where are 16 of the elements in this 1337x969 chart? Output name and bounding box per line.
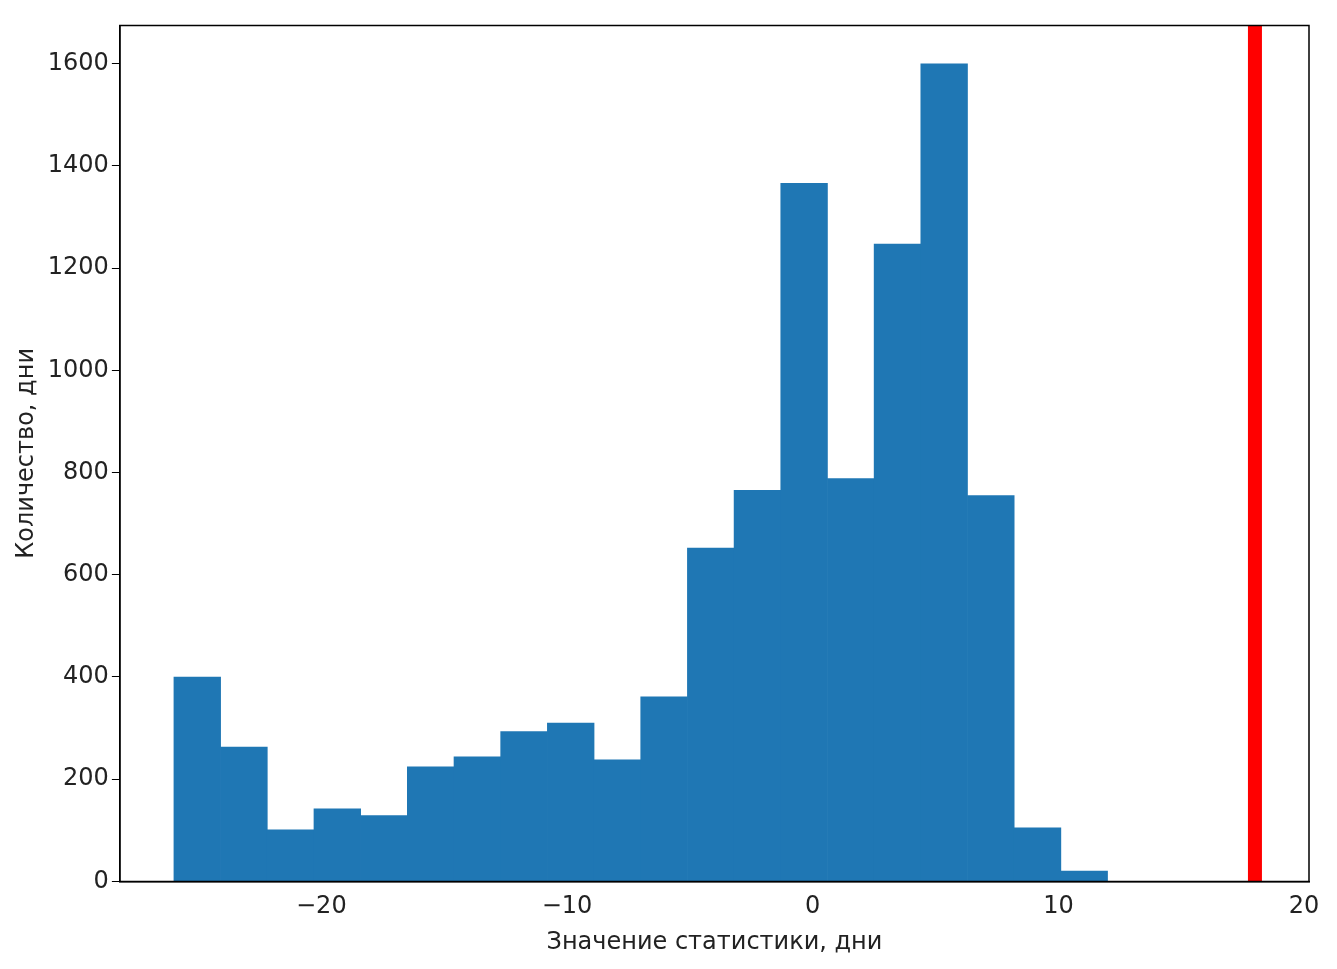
y-tick-label: 1200	[47, 252, 109, 281]
y-tick-label: 800	[63, 456, 109, 485]
x-tick-label: 10	[1043, 891, 1074, 920]
y-tick-label: 1400	[47, 150, 109, 179]
y-tick-label: 0	[93, 865, 109, 894]
x-axis-title: Значение статистики, дни	[546, 926, 883, 955]
x-tick-label: 20	[1288, 891, 1320, 920]
y-tick-label: 1600	[47, 47, 109, 76]
x-tick-label: −20	[296, 891, 347, 920]
y-tick-label: 400	[63, 661, 109, 690]
y-tick-label: 600	[63, 559, 109, 588]
y-axis-title: Количество, дни	[10, 348, 39, 559]
x-tick-label: −10	[541, 891, 593, 920]
y-tick-label: 1000	[47, 354, 109, 383]
x-tick-label: 0	[805, 891, 821, 920]
y-tick-label: 200	[63, 763, 109, 792]
